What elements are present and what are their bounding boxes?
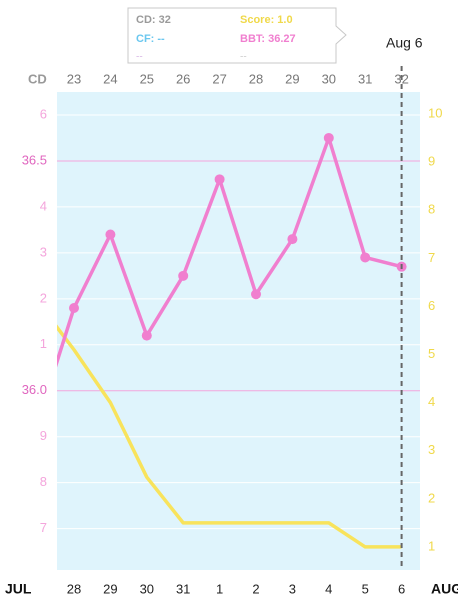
y-tick-label: 3 [40,244,47,259]
tooltip-cf: CF: -- [136,33,165,45]
date-label: 4 [325,581,332,596]
cd-label: 25 [140,71,154,86]
month-label: AUG [431,581,458,597]
date-label: 5 [362,581,369,596]
y2-tick-label: 10 [428,106,442,121]
y-tick-label: 9 [40,428,47,443]
data-point [323,132,334,143]
data-point [69,303,79,314]
tooltip-cd: CD: 32 [136,14,171,26]
date-label: 6 [398,581,405,596]
cd-label: 26 [176,71,190,86]
y-tick-label: 1 [40,336,47,351]
selected-date: Aug 6 [386,35,423,51]
y-tick-label: 8 [40,474,47,489]
y-tick-label: 6 [40,106,47,121]
data-point [214,174,225,185]
tooltip-bbt: BBT: 36.27 [240,33,296,45]
data-point [105,229,116,240]
cd-label: 31 [358,71,372,86]
y2-tick-label: 6 [428,298,435,313]
tooltip-extra: -- [136,52,143,63]
data-point [360,252,371,263]
y2-tick-label: 2 [428,490,435,505]
cd-label: 28 [249,71,263,86]
y-tick-label: 36.5 [22,152,47,167]
y2-tick-label: 1 [428,538,435,553]
cd-label: 30 [322,71,336,86]
y-tick-label: 7 [40,520,47,535]
date-label: 29 [103,581,117,596]
cd-label: 24 [103,71,117,86]
tooltip: CD: 32 Score: 1.0 CF: -- BBT: 36.27 -- -… [127,7,347,64]
date-label: 31 [176,581,190,596]
data-point [251,289,261,300]
data-point [287,234,298,245]
cd-axis-label: CD [28,71,47,86]
tooltip-extra: -- [240,52,247,63]
date-label: 1 [216,581,223,596]
data-point [141,330,152,341]
y2-tick-label: 4 [428,394,435,409]
data-point [178,270,189,281]
date-label: 3 [289,581,296,596]
cd-label: 23 [67,71,81,86]
tooltip-score: Score: 1.0 [240,14,293,26]
data-point [33,418,43,428]
cd-label: 29 [285,71,299,86]
series-line [57,324,402,549]
series-layer [33,132,407,549]
y-tick-label: 2 [40,290,47,305]
y2-tick-label: 3 [428,442,435,457]
cd-label: 27 [212,71,226,86]
date-label: 2 [252,581,259,596]
y2-tick-label: 7 [428,250,435,265]
date-label: 30 [140,581,154,596]
month-label: JUL [5,581,32,597]
y-tick-label: 36.0 [22,382,47,397]
tooltip-box [127,7,347,64]
y2-tick-label: 9 [428,154,435,169]
y-tick-label: 4 [40,198,47,213]
plot-background [57,92,420,570]
date-label: 28 [67,581,81,596]
grid [57,114,420,530]
y2-tick-label: 5 [428,346,435,361]
y2-tick-label: 8 [428,202,435,217]
